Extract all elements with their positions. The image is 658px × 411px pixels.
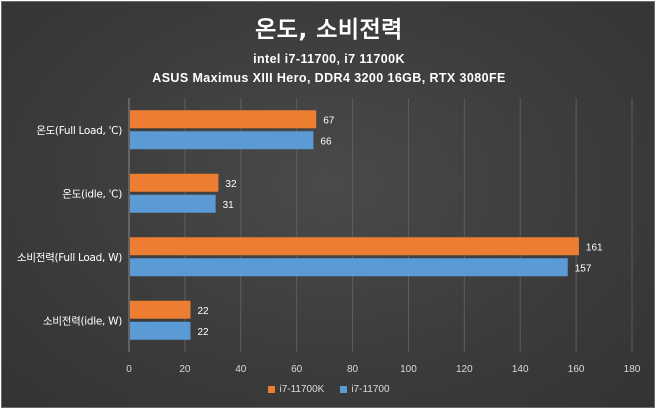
bar-series-1-cat-0 (130, 131, 314, 150)
y-category-label-2: 소비전력(Full Load, W) (17, 252, 122, 264)
data-label-series-1-cat-3: 22 (197, 327, 209, 338)
x-tick-label-180: 180 (624, 364, 641, 375)
data-label-series-0-cat-3: 22 (197, 306, 209, 317)
legend-label-series-0: i7-11700K (279, 384, 325, 395)
data-label-series-1-cat-0: 66 (320, 136, 332, 147)
legend-label-series-1: i7-11700 (351, 384, 390, 395)
chart-title: 온도, 소비전력 (255, 17, 403, 43)
legend-item-series-1: i7-11700 (340, 384, 390, 395)
y-category-label-1: 온도(idle, 'C) (62, 188, 122, 200)
data-label-series-0-cat-2: 161 (586, 242, 603, 253)
chart-subtitle-line-1: intel i7-11700, i7 11700K (253, 52, 405, 66)
data-label-series-1-cat-1: 31 (223, 200, 235, 211)
x-tick-label-20: 20 (179, 364, 191, 375)
x-tick-label-0: 0 (126, 364, 132, 375)
bar-series-0-cat-1 (130, 173, 219, 192)
bar-series-0-cat-0 (130, 110, 317, 129)
data-label-series-0-cat-0: 67 (323, 115, 335, 126)
chart-subtitle-line-2: ASUS Maximus XIII Hero, DDR4 3200 16GB, … (152, 71, 506, 85)
x-tick-label-140: 140 (512, 364, 529, 375)
x-tick-label-40: 40 (235, 364, 247, 375)
x-tick-label-60: 60 (291, 364, 303, 375)
x-tick-label-80: 80 (347, 364, 359, 375)
x-tick-label-100: 100 (400, 364, 417, 375)
legend-item-series-0: i7-11700K (268, 384, 324, 395)
chart-legend: i7-11700K i7-11700 (2, 384, 654, 395)
bar-series-0-cat-3 (130, 300, 191, 319)
y-category-label-0: 온도(Full Load, 'C) (36, 125, 122, 137)
bar-series-0-cat-2 (130, 237, 579, 256)
legend-swatch-series-1 (340, 386, 348, 393)
bar-series-1-cat-1 (130, 194, 216, 213)
data-label-series-1-cat-2: 157 (575, 263, 592, 274)
legend-swatch-series-0 (268, 386, 276, 393)
y-category-label-3: 소비전력(idle, W) (43, 315, 122, 327)
data-label-series-0-cat-1: 32 (225, 179, 237, 190)
bar-series-1-cat-3 (130, 321, 191, 340)
x-tick-label-160: 160 (568, 364, 585, 375)
x-tick-label-120: 120 (456, 364, 473, 375)
bar-series-1-cat-2 (130, 258, 568, 277)
